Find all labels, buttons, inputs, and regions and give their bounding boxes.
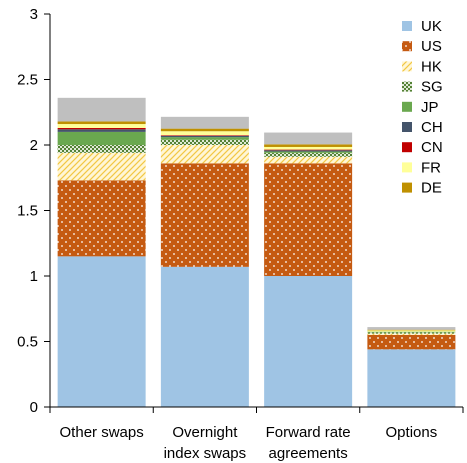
bar-segment-hk-3 <box>367 333 456 335</box>
bar-segment-hk-1 <box>160 145 249 164</box>
bar-segment-de-0 <box>57 121 146 125</box>
legend-swatch-fr <box>402 162 412 173</box>
bar-segment-ch-2 <box>264 150 353 152</box>
bar-segment-ch-1 <box>160 135 249 138</box>
legend-swatch-jp <box>402 101 412 112</box>
y-tick-label: 2 <box>30 137 38 154</box>
bar-segment-ch-0 <box>57 129 146 132</box>
bar-segment-de-3 <box>367 329 456 331</box>
x-category-label: Options <box>386 424 438 441</box>
legend-label-sg: SG <box>421 79 443 96</box>
bar-segment-sg-3 <box>367 332 456 334</box>
bar-segment-cn-1 <box>160 135 249 136</box>
y-tick-label: 2.5 <box>17 72 38 89</box>
legend-label-fr: FR <box>421 159 441 176</box>
legend-swatch-hk <box>402 61 412 72</box>
legend-swatch-sg <box>402 81 412 92</box>
bar-segment-cn-2 <box>264 149 353 151</box>
bar-segment-jp-2 <box>264 151 353 153</box>
bar-segment-us-3 <box>367 334 456 350</box>
bar-segment-series-9-2 <box>264 132 353 145</box>
legend-label-de: DE <box>421 180 442 197</box>
bar-segment-sg-1 <box>160 139 249 145</box>
bar-segment-sg-0 <box>57 145 146 153</box>
bar-segment-de-1 <box>160 128 249 132</box>
bar-segment-de-2 <box>264 144 353 147</box>
bar-segment-uk-3 <box>367 349 456 407</box>
legend-label-ch: CH <box>421 119 443 136</box>
legend-label-jp: JP <box>421 99 439 116</box>
bar-segment-us-2 <box>264 163 353 276</box>
bar-segment-us-1 <box>160 163 249 267</box>
legend-label-cn: CN <box>421 139 443 156</box>
legend: UK US HK SG JP CH CN FR DE <box>402 18 443 197</box>
legend-label-hk: HK <box>421 58 442 75</box>
bar-segment-series-9-0 <box>57 97 146 122</box>
bar-segment-fr-0 <box>57 124 146 128</box>
legend-swatch-us <box>402 41 412 52</box>
bar-segment-fr-3 <box>367 330 456 332</box>
bars-layer <box>57 97 456 407</box>
x-category-label: Other swaps <box>60 424 144 441</box>
bar-segment-series-9-1 <box>160 116 249 129</box>
bar-segment-uk-1 <box>160 266 249 407</box>
bar-segment-hk-2 <box>264 156 353 164</box>
legend-label-us: US <box>421 38 442 55</box>
bar-segment-series-9-3 <box>367 327 456 330</box>
y-tick-label: 0.5 <box>17 334 38 351</box>
y-tick-label: 0 <box>30 399 38 416</box>
bar-segment-fr-1 <box>160 131 249 136</box>
legend-swatch-cn <box>402 142 412 153</box>
legend-swatch-uk <box>402 21 412 31</box>
bar-segment-us-0 <box>57 180 146 257</box>
y-tick-label: 1.5 <box>17 203 38 220</box>
legend-swatch-de <box>402 182 412 193</box>
legend-swatch-ch <box>402 122 412 132</box>
y-tick-label: 1 <box>30 268 38 285</box>
bar-segment-uk-0 <box>57 256 146 407</box>
bar-segment-jp-1 <box>160 137 249 140</box>
x-category-label: Forward rate agreements <box>266 424 351 462</box>
y-tick-label: 3 <box>30 6 38 23</box>
bar-segment-jp-3 <box>367 331 456 333</box>
bar-segment-fr-2 <box>264 146 353 150</box>
axes-layer: 0 0.5 1 1.5 2 2.5 3 Other swaps Overnight index s… <box>17 6 464 462</box>
legend-label-uk: UK <box>421 18 442 35</box>
bar-segment-hk-0 <box>57 152 146 181</box>
bar-segment-jp-0 <box>57 131 146 145</box>
bar-segment-cn-0 <box>57 127 146 130</box>
bar-segment-uk-2 <box>264 276 353 407</box>
bar-segment-sg-2 <box>264 152 353 157</box>
x-category-label: Overnight index swaps <box>164 424 247 462</box>
